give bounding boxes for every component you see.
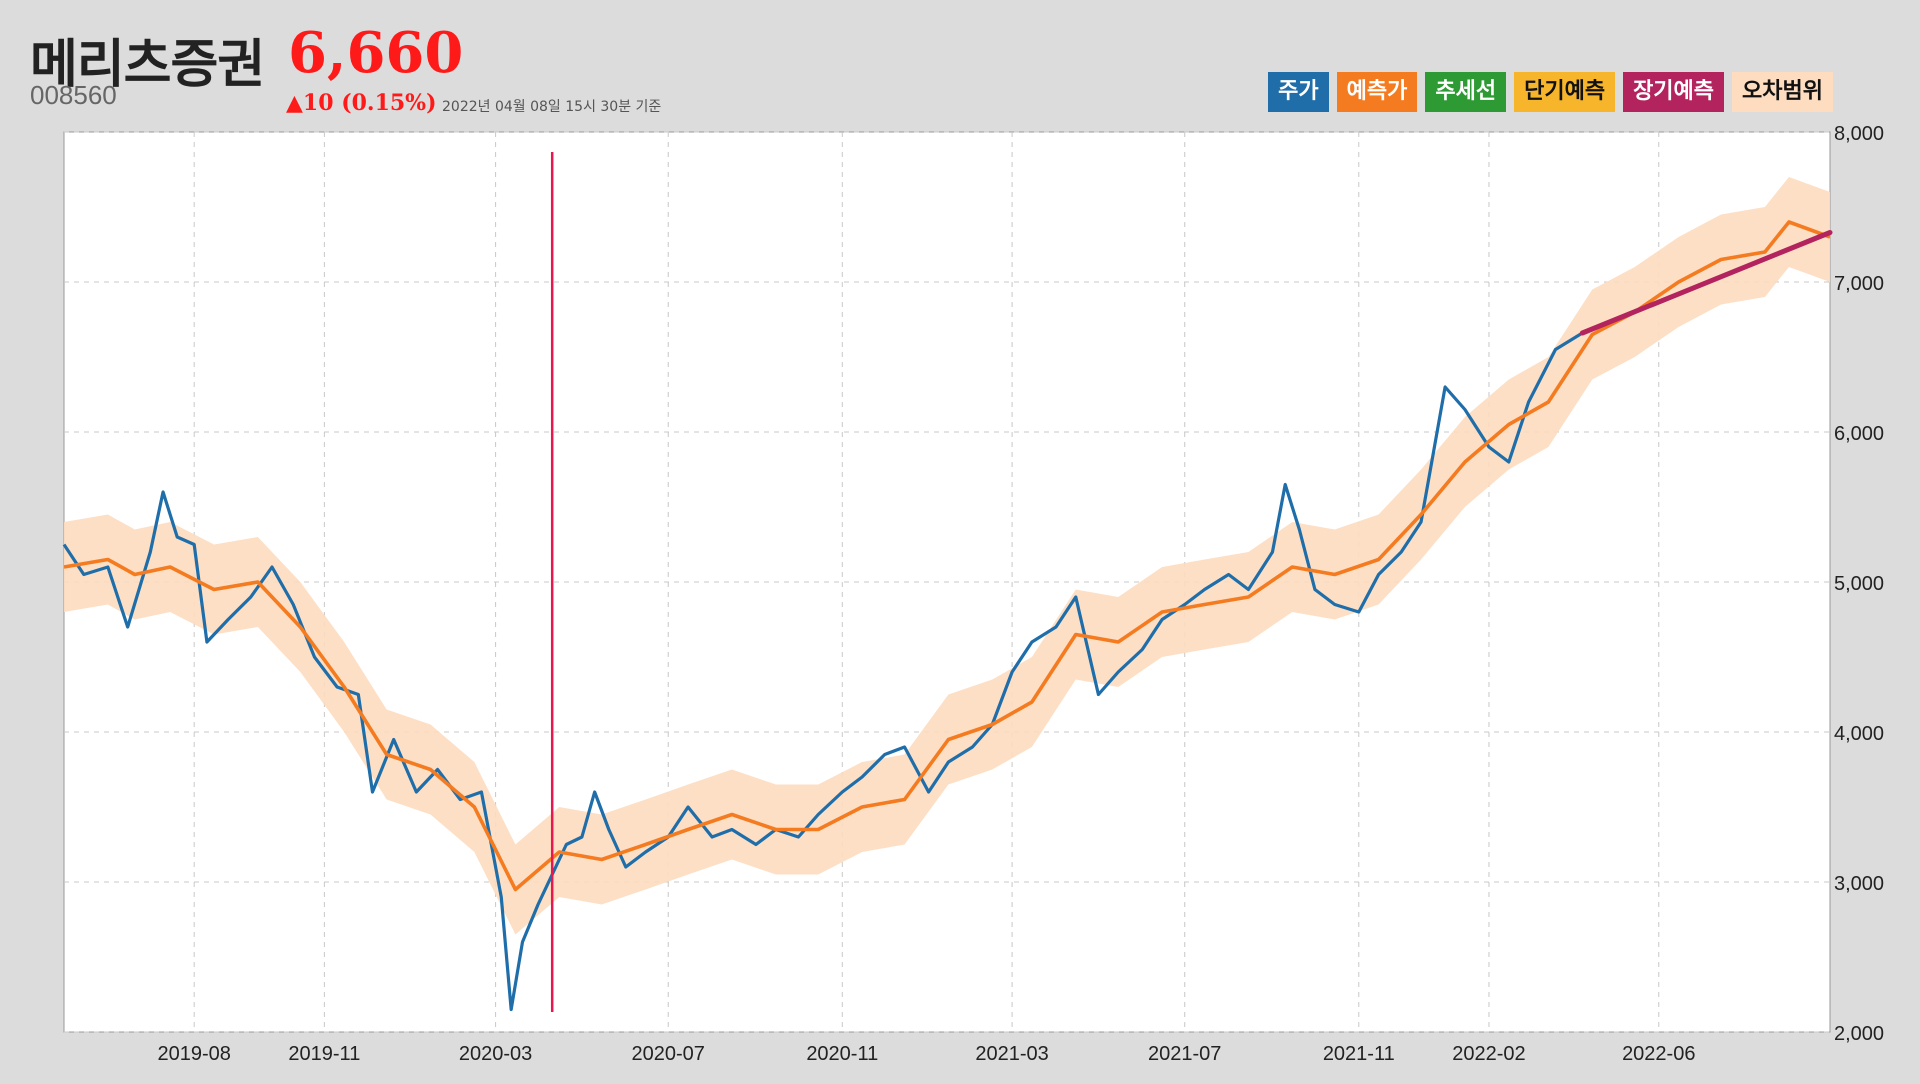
y-tick-label: 6,000 [1834, 423, 1884, 445]
y-tick-label: 3,000 [1834, 873, 1884, 895]
x-tick-label: 2020-03 [459, 1043, 532, 1065]
y-tick-label: 8,000 [1834, 123, 1884, 145]
error-band [64, 177, 1830, 935]
x-tick-label: 2020-11 [806, 1043, 878, 1065]
legend-item-price[interactable]: 주가 [1268, 72, 1329, 112]
x-tick-label: 2021-07 [1148, 1043, 1221, 1065]
legend-item-forecast[interactable]: 예측가 [1336, 72, 1418, 112]
x-tick-label: 2019-08 [157, 1043, 230, 1065]
legend-item-error-range[interactable]: 오차범위 [1732, 72, 1833, 112]
legend-item-trendline[interactable]: 추세선 [1425, 72, 1507, 112]
y-tick-label: 7,000 [1834, 273, 1884, 295]
as-of-timestamp: 2022년 04월 08일 15시 30분 기준 [442, 99, 662, 115]
price-change: ▲10 (0.15%) [286, 90, 437, 116]
current-price: 6,660 [288, 20, 464, 86]
x-tick-label: 2022-06 [1622, 1043, 1695, 1065]
stock-name: 메리츠증권 [30, 35, 265, 95]
y-tick-label: 2,000 [1834, 1023, 1884, 1045]
x-tick-label: 2020-07 [632, 1043, 705, 1065]
y-tick-label: 4,000 [1834, 723, 1884, 745]
legend-item-long-term[interactable]: 장기예측 [1623, 72, 1725, 112]
forecast-line [63, 220, 1831, 892]
x-tick-label: 2022-02 [1452, 1043, 1525, 1065]
chart-legend: 주가 예측가 추세선 단기예측 장기예측 오차범위 [1268, 72, 1833, 112]
stock-code: 008560 [30, 80, 117, 110]
header: 메리츠증권 6,660 008560 ▲10 (0.15%) 2022년 04월… [0, 0, 1920, 128]
x-tick-label: 2021-11 [1323, 1043, 1395, 1065]
x-tick-label: 2019-11 [288, 1043, 360, 1065]
legend-item-short-term[interactable]: 단기예측 [1514, 72, 1616, 112]
long-term-forecast-line [1579, 230, 1833, 336]
y-tick-label: 5,000 [1834, 573, 1884, 595]
x-tick-label: 2021-03 [975, 1043, 1048, 1065]
